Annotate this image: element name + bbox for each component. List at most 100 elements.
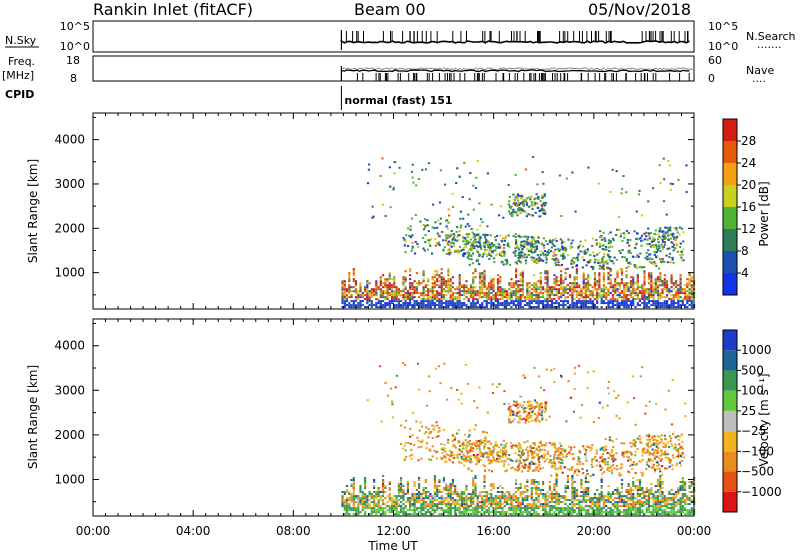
range-gate-cell <box>403 426 406 429</box>
range-gate-cell <box>656 483 660 485</box>
range-gate-cell <box>638 507 642 510</box>
range-gate-cell <box>573 505 576 508</box>
range-gate-cell <box>496 495 500 498</box>
range-gate-cell <box>490 298 493 301</box>
range-gate-cell <box>546 501 549 504</box>
range-gate-cell <box>391 505 394 508</box>
range-gate-cell <box>512 251 515 254</box>
range-gate-cell <box>442 499 445 502</box>
range-gate-cell <box>607 294 610 297</box>
range-gate-cell <box>454 487 457 489</box>
range-gate-cell <box>578 509 581 512</box>
range-gate-cell <box>650 280 653 283</box>
range-gate-cell <box>514 204 517 207</box>
range-gate-cell <box>367 168 370 171</box>
range-gate-cell <box>447 208 450 211</box>
range-gate-cell <box>479 246 482 249</box>
range-gate-cell <box>591 286 594 289</box>
range-gate-cell <box>615 170 618 173</box>
range-gate-cell <box>501 509 504 512</box>
range-gate-cell <box>620 302 624 305</box>
range-gate-cell <box>609 255 612 258</box>
range-gate-cell <box>524 495 527 498</box>
range-gate-cell <box>546 290 549 293</box>
range-gate-cell <box>460 513 464 516</box>
range-gate-cell <box>382 499 385 502</box>
range-gate-cell <box>600 491 603 493</box>
range-gate-cell <box>679 306 682 309</box>
range-gate-cell <box>553 485 556 487</box>
range-gate-cell <box>566 302 569 305</box>
range-gate-cell <box>505 294 509 297</box>
range-gate-cell <box>537 499 540 502</box>
range-gate-cell <box>409 294 412 297</box>
range-gate-cell <box>393 306 396 309</box>
range-gate-cell <box>634 247 637 249</box>
range-gate-cell <box>675 282 678 285</box>
range-gate-cell <box>469 497 473 500</box>
range-gate-cell <box>596 298 599 301</box>
range-gate-cell <box>463 499 466 502</box>
range-gate-cell <box>690 513 693 516</box>
range-gate-cell <box>647 511 651 514</box>
range-gate-cell <box>375 292 378 295</box>
range-gate-cell <box>373 479 376 481</box>
range-gate-cell <box>688 284 691 287</box>
range-gate-cell <box>641 298 644 301</box>
range-gate-cell <box>483 294 486 297</box>
range-gate-cell <box>605 296 608 299</box>
range-gate-cell <box>364 290 367 293</box>
range-gate-cell <box>397 304 400 307</box>
range-gate-cell <box>433 286 436 289</box>
range-gate-cell <box>562 292 565 295</box>
range-gate-cell <box>584 292 587 295</box>
range-gate-cell <box>675 294 678 297</box>
range-gate-cell <box>625 259 628 262</box>
range-gate-cell <box>458 294 461 297</box>
range-gate-cell <box>388 489 391 491</box>
range-gate-cell <box>495 246 498 248</box>
range-gate-cell <box>542 306 545 309</box>
range-gate-cell <box>386 501 389 504</box>
range-gate-cell <box>632 298 635 301</box>
range-gate-cell <box>649 253 652 256</box>
range-gate-cell <box>410 249 413 252</box>
range-gate-cell <box>659 274 662 277</box>
range-gate-cell <box>566 475 569 477</box>
range-gate-cell <box>591 290 594 293</box>
range-gate-cell <box>446 227 449 230</box>
range-gate-cell <box>464 252 467 255</box>
range-gate-cell <box>607 304 610 307</box>
range-gate-cell <box>677 296 680 299</box>
range-gate-cell <box>455 182 458 184</box>
range-gate-cell <box>551 306 554 309</box>
range-gate-cell <box>688 280 691 283</box>
range-gate-cell <box>476 249 479 252</box>
range-gate-cell <box>388 304 391 307</box>
range-gate-cell <box>537 487 540 489</box>
range-gate-cell <box>345 304 349 307</box>
range-gate-cell <box>656 284 660 287</box>
range-gate-cell <box>487 302 491 305</box>
range-gate-cell <box>345 509 349 512</box>
range-gate-cell <box>597 259 600 262</box>
range-gate-cell <box>438 302 441 305</box>
range-gate-cell <box>386 292 389 295</box>
range-gate-cell <box>467 497 470 500</box>
range-gate-cell <box>530 296 533 299</box>
range-gate-cell <box>456 288 459 291</box>
range-gate-cell <box>596 290 599 293</box>
range-gate-cell <box>418 487 421 489</box>
range-gate-cell <box>519 260 522 263</box>
range-gate-cell <box>469 238 473 241</box>
range-gate-cell <box>463 501 466 504</box>
range-gate-cell <box>593 272 596 275</box>
range-gate-cell <box>440 288 443 291</box>
range-gate-cell <box>555 499 558 502</box>
range-gate-cell <box>542 495 545 498</box>
range-gate-cell <box>634 306 637 309</box>
range-gate-cell <box>548 495 551 498</box>
range-gate-cell <box>632 507 635 510</box>
range-gate-cell <box>625 497 628 500</box>
range-gate-cell <box>418 493 421 495</box>
